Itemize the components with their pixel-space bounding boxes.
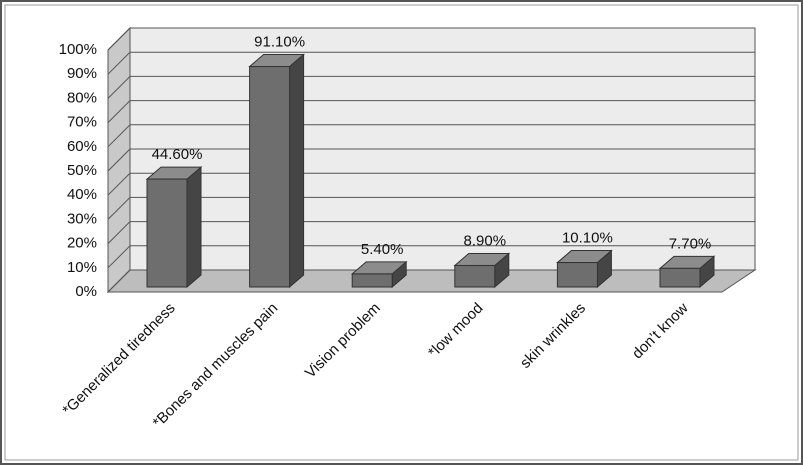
bar bbox=[351, 273, 393, 288]
grid-line-side bbox=[107, 221, 131, 244]
bars bbox=[145, 53, 716, 289]
bar bbox=[556, 262, 598, 288]
value-label: 10.10% bbox=[562, 230, 613, 247]
y-tick-label: 10% bbox=[67, 259, 97, 276]
value-label: 8.90% bbox=[464, 232, 507, 249]
floor bbox=[106, 269, 757, 293]
value-label: 5.40% bbox=[361, 241, 404, 258]
grid-line-side bbox=[107, 27, 131, 51]
value-label: 91.10% bbox=[254, 34, 305, 51]
y-tick-label: 100% bbox=[59, 41, 97, 58]
value-label: 7.70% bbox=[669, 235, 712, 252]
y-tick-label: 50% bbox=[67, 162, 97, 179]
bar-side bbox=[186, 165, 202, 289]
grid-line-side bbox=[107, 76, 131, 99]
bar bbox=[146, 178, 188, 288]
y-tick-label: 90% bbox=[67, 65, 97, 82]
grid-line-side bbox=[107, 269, 131, 293]
y-tick-label: 60% bbox=[67, 138, 97, 155]
y-tick-label: 30% bbox=[67, 210, 97, 227]
grid-line-side bbox=[107, 148, 131, 172]
y-tick-label: 0% bbox=[75, 283, 97, 300]
grid-line-side bbox=[107, 245, 131, 269]
bar bbox=[659, 267, 701, 288]
bar-side bbox=[289, 53, 305, 289]
grid-line-side bbox=[107, 100, 131, 123]
bar bbox=[454, 264, 496, 288]
grid-line-side bbox=[107, 51, 131, 75]
grid-line-side bbox=[107, 197, 131, 220]
bar bbox=[249, 66, 291, 288]
grid bbox=[107, 27, 755, 293]
y-tick-label: 40% bbox=[67, 186, 97, 203]
y-tick-label: 70% bbox=[67, 114, 97, 131]
y-tick-label: 80% bbox=[67, 89, 97, 106]
y-tick-label: 20% bbox=[67, 235, 97, 252]
grid-line-side bbox=[107, 172, 131, 196]
value-label: 44.60% bbox=[152, 146, 203, 163]
inner-frame bbox=[4, 4, 799, 461]
grid-line-side bbox=[107, 124, 131, 148]
